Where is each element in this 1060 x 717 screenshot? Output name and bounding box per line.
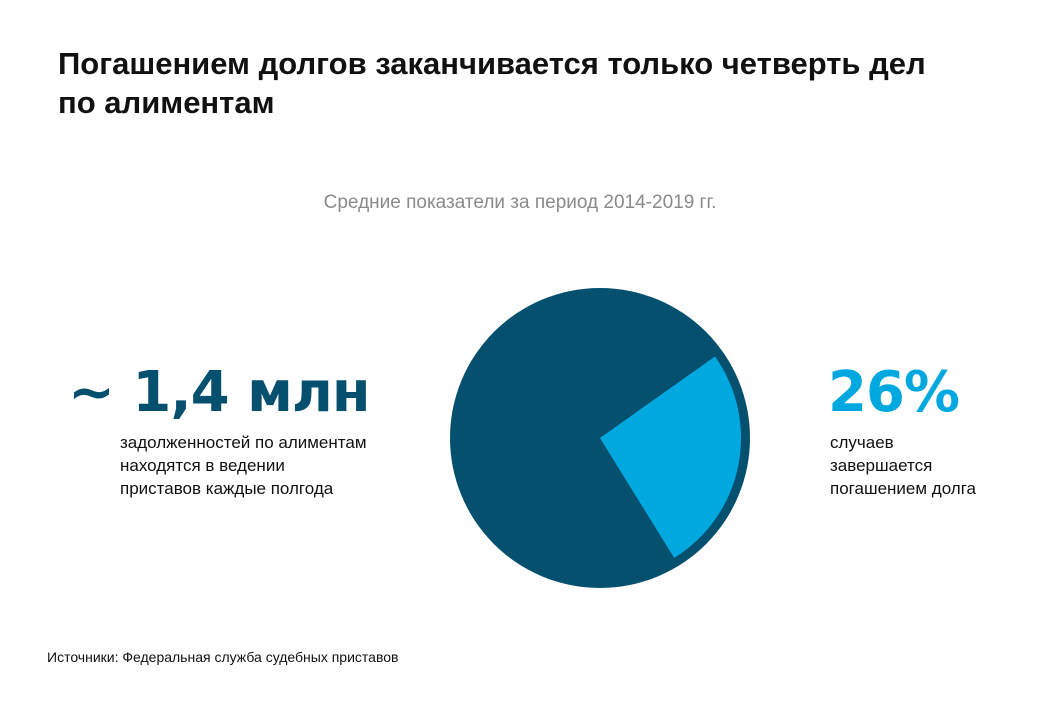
right-stat-value: 26% [828,362,959,424]
left-desc-line-2: находятся в ведении [120,454,420,477]
right-desc-line-2: завершается [830,454,1030,477]
chart-subtitle: Средние показатели за период 2014-2019 г… [0,192,1040,214]
left-stat-description: задолженностей по алиментам находятся в … [120,431,420,500]
right-desc-line-1: случаев [830,431,1030,454]
right-stat-description: случаев завершается погашением долга [830,431,1030,500]
left-desc-line-3: приставов каждые полгода [120,477,420,500]
title-line-1: Погашением долгов заканчивается только ч… [58,44,978,83]
left-desc-line-1: задолженностей по алиментам [120,431,420,454]
source-note: Источники: Федеральная служба судебных п… [47,649,398,665]
page-title: Погашением долгов заканчивается только ч… [58,44,978,122]
pie-chart [440,278,760,598]
left-stat-value: ~ 1,4 млн [68,362,370,424]
title-line-2: по алиментам [58,83,978,122]
right-desc-line-3: погашением долга [830,477,1030,500]
